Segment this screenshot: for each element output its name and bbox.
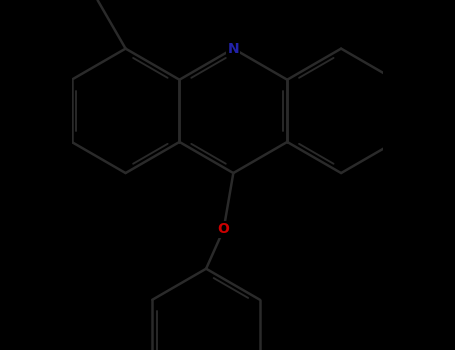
Text: N: N (228, 42, 239, 56)
Text: O: O (217, 223, 230, 237)
